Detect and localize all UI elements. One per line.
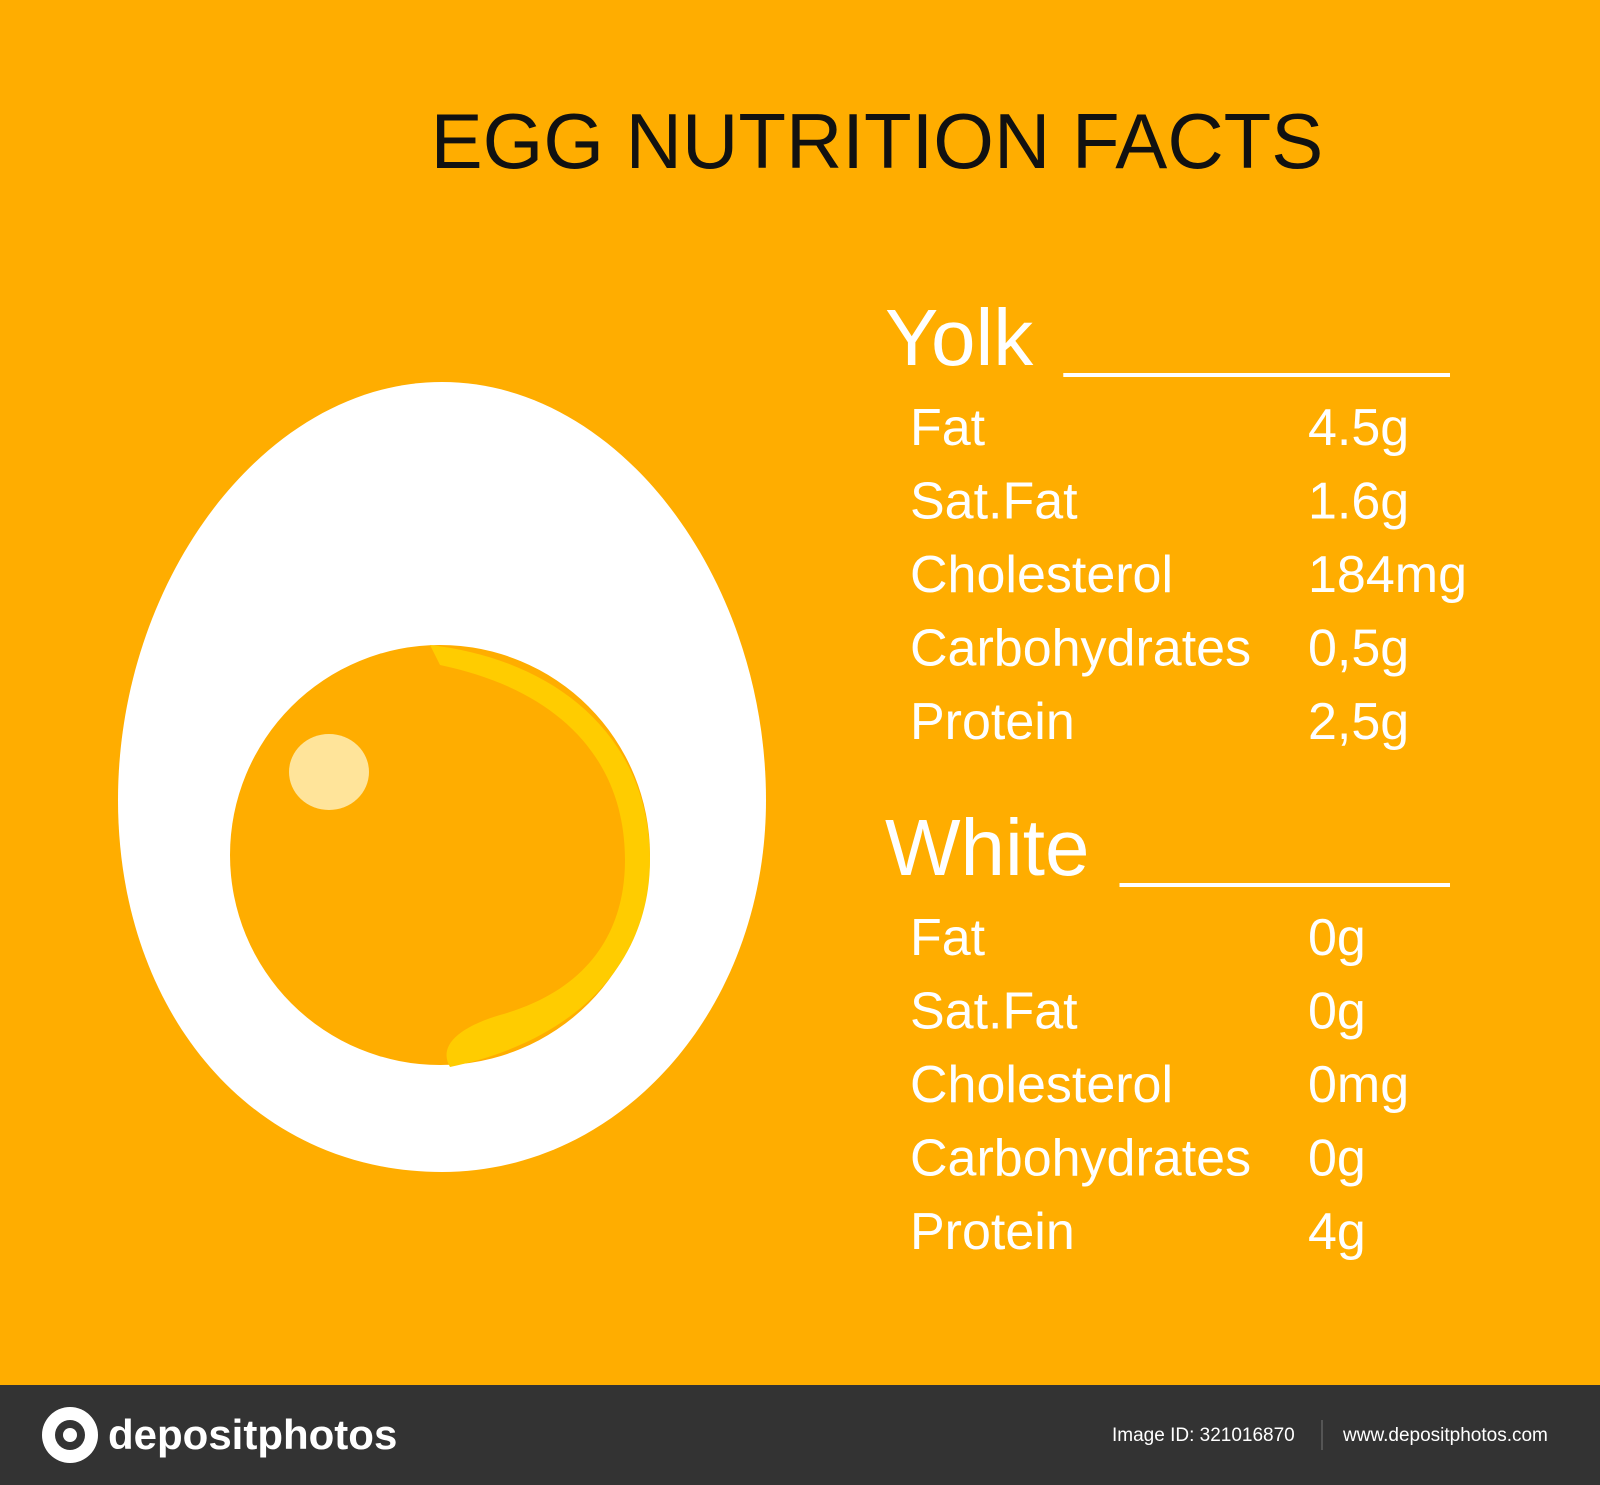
nutrient-name: Protein (910, 693, 1075, 751)
egg-illustration (118, 382, 766, 1172)
image-id: Image ID: 321016870 (1112, 1425, 1295, 1446)
nutrient-value: 1.6g (1308, 473, 1409, 531)
nutrient-value: 0,5g (1308, 620, 1409, 678)
nutrient-name: Carbohydrates (910, 620, 1251, 678)
nutrient-value: 4.5g (1308, 399, 1409, 457)
nutrient-value: 2,5g (1308, 693, 1409, 751)
facts: Yolk Fat 4.5g Sat.Fat 1.6g Cholesterol 184mg Ca… (885, 293, 1467, 1261)
brand-icon-dot (63, 1428, 77, 1442)
nutrient-name: Sat.Fat (910, 983, 1078, 1041)
nutrient-name: Sat.Fat (910, 473, 1078, 531)
section-title: Yolk (885, 293, 1034, 382)
brand: depositphotos (108, 1411, 397, 1458)
nutrient-name: Fat (910, 909, 986, 967)
nutrient-value: 184mg (1308, 546, 1467, 604)
section-title: White (885, 803, 1090, 892)
nutrient-name: Cholesterol (910, 1056, 1173, 1114)
nutrient-name: Cholesterol (910, 546, 1173, 604)
title: EGG NUTRITION FACTS (431, 97, 1324, 185)
nutrient-value: 0mg (1308, 1056, 1409, 1114)
yolk-highlight (289, 734, 369, 810)
nutrient-value: 4g (1308, 1203, 1366, 1261)
nutrient-name: Fat (910, 399, 986, 457)
nutrient-name: Carbohydrates (910, 1130, 1251, 1188)
nutrient-name: Protein (910, 1203, 1075, 1261)
nutrient-value: 0g (1308, 909, 1366, 967)
yolk-rim (430, 645, 650, 1067)
site-url: www.depositphotos.com (1342, 1425, 1548, 1446)
nutrient-value: 0g (1308, 1130, 1366, 1188)
nutrient-value: 0g (1308, 983, 1366, 1041)
footer-bar (0, 1385, 1600, 1485)
